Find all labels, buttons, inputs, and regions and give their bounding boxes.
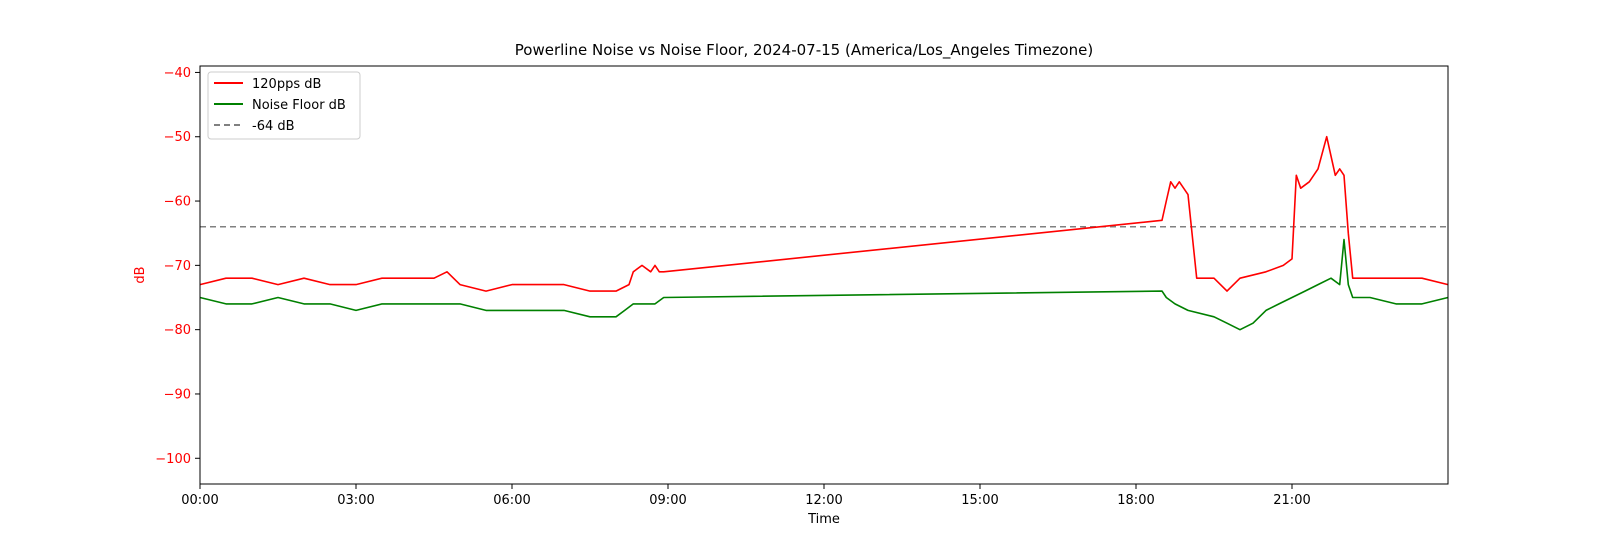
y-tick-label: −80 [164,323,191,338]
legend: 120pps dB Noise Floor dB -64 dB [207,71,361,140]
x-tick-label: 03:00 [337,493,374,508]
x-axis: 00:00 03:00 06:00 09:00 12:00 15:00 18:00 21:00 [181,484,1311,508]
y-tick-label: −50 [164,130,191,145]
y-tick-label: −100 [155,452,191,467]
y-axis: −40 −50 −60 −70 −80 −90 −100 [155,66,200,467]
plot-lines [199,135,1449,331]
x-tick-label: 15:00 [961,493,998,508]
series-120pps-line [199,135,1449,292]
legend-label-noise-floor: Noise Floor dB [252,98,346,113]
legend-label-120pps: 120pps dB [252,77,321,92]
x-tick-label: 18:00 [1117,493,1154,508]
legend-label-reference: -64 dB [252,119,295,134]
y-tick-label: −60 [164,195,191,210]
y-tick-label: −70 [164,259,191,274]
chart-title: Powerline Noise vs Noise Floor, 2024-07-… [515,41,1093,60]
x-axis-title: Time [807,512,840,527]
y-axis-title: dB [133,266,148,283]
legend-box [207,71,361,140]
x-tick-label: 21:00 [1273,493,1310,508]
x-tick-label: 06:00 [493,493,530,508]
plot-frame [199,65,1449,485]
y-tick-label: −90 [164,387,191,402]
x-tick-label: 09:00 [649,493,686,508]
x-tick-label: 00:00 [181,493,218,508]
series-noise-floor-line [199,238,1449,331]
x-tick-label: 12:00 [805,493,842,508]
y-tick-label: −40 [164,66,191,81]
